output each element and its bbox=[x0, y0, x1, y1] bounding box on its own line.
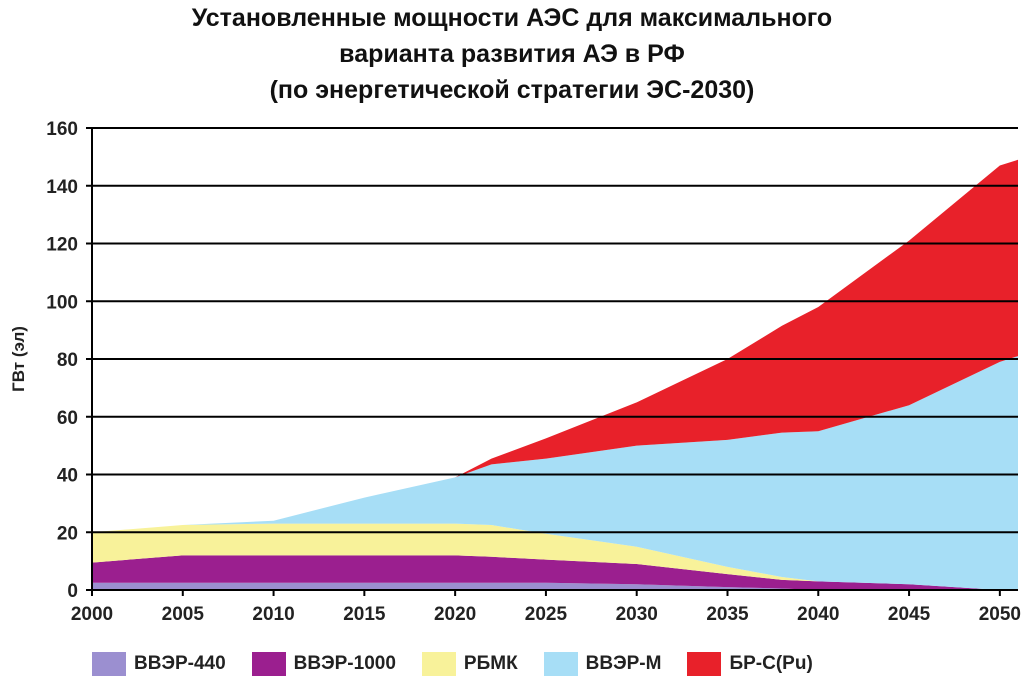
area-series-2 bbox=[92, 523, 1018, 590]
x-tick-label: 2010 bbox=[252, 604, 294, 625]
area-series-4 bbox=[92, 159, 1018, 533]
x-tick-label: 2035 bbox=[706, 604, 749, 625]
x-tick-label: 2015 bbox=[343, 604, 386, 625]
chart-title-line-2: варианта развития АЭ в РФ bbox=[339, 40, 685, 68]
x-tick-label: 2020 bbox=[434, 604, 476, 625]
x-tick-label: 2025 bbox=[525, 604, 568, 625]
legend-item-vver1000: ВВЭР-1000 bbox=[251, 652, 396, 676]
x-tick-label: 2040 bbox=[797, 604, 839, 625]
chart-title: Установленные мощности АЭС для максималь… bbox=[0, 0, 1024, 108]
legend-swatch bbox=[543, 652, 578, 676]
legend-item-vver440: ВВЭР-440 bbox=[92, 652, 226, 676]
legend-label: РБМК bbox=[463, 653, 518, 674]
legend-label: ВВЭР-440 bbox=[134, 653, 226, 674]
y-tick-label: 40 bbox=[57, 466, 78, 487]
legend-label: БР-С(Pu) bbox=[729, 653, 813, 674]
chart-title-line-3: (по энергетической стратегии ЭС-2030) bbox=[269, 76, 755, 104]
chart-legend: ВВЭР-440 ВВЭР-1000 РБМК ВВЭР-М БР-С(Pu) bbox=[92, 650, 839, 678]
legend-item-br-s: БР-С(Pu) bbox=[687, 652, 813, 676]
x-tick-label: 2005 bbox=[162, 604, 205, 625]
x-tick-label: 2030 bbox=[616, 604, 658, 625]
legend-label: ВВЭР-М bbox=[585, 653, 662, 674]
y-tick-label: 60 bbox=[57, 408, 78, 429]
legend-swatch bbox=[687, 652, 722, 676]
y-tick-label: 100 bbox=[46, 292, 78, 313]
legend-item-vver-m: ВВЭР-М bbox=[543, 652, 662, 676]
y-tick-label: 80 bbox=[57, 350, 78, 371]
y-axis-label: ГВт (эл) bbox=[9, 326, 28, 392]
x-tick-label: 2050 bbox=[979, 604, 1021, 625]
legend-label: ВВЭР-1000 bbox=[293, 653, 396, 674]
legend-swatch bbox=[251, 652, 286, 676]
y-tick-label: 160 bbox=[46, 119, 78, 140]
area-series-0 bbox=[92, 582, 1018, 590]
legend-item-rbmk: РБМК bbox=[421, 652, 518, 676]
legend-swatch bbox=[421, 652, 456, 676]
y-tick-label: 0 bbox=[67, 581, 78, 602]
chart-title-line-1: Установленные мощности АЭС для максималь… bbox=[191, 4, 833, 32]
y-tick-label: 140 bbox=[46, 177, 78, 198]
x-tick-label: 2000 bbox=[71, 604, 113, 625]
x-tick-label: 2045 bbox=[888, 604, 931, 625]
y-tick-label: 120 bbox=[46, 235, 78, 256]
area-series-1 bbox=[92, 555, 1018, 590]
legend-swatch bbox=[92, 652, 126, 676]
y-tick-label: 20 bbox=[57, 523, 78, 544]
